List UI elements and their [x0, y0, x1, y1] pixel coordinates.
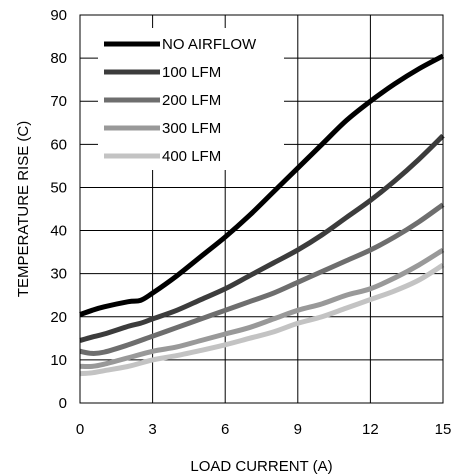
x-tick-label: 12: [362, 421, 379, 438]
x-tick-label: 9: [294, 421, 302, 438]
legend-label: 300 LFM: [162, 120, 221, 137]
y-tick-label: 80: [50, 50, 67, 67]
y-tick-label: 10: [50, 352, 67, 369]
y-axis-title: TEMPERATURE RISE (C): [15, 121, 32, 297]
x-tick-label: 6: [221, 421, 229, 438]
legend-label: 200 LFM: [162, 92, 221, 109]
x-tick-label: 3: [148, 421, 156, 438]
y-tick-label: 40: [50, 223, 67, 240]
legend-label: NO AIRFLOW: [162, 36, 257, 53]
y-tick-label: 30: [50, 266, 67, 283]
y-tick-label: 20: [50, 309, 67, 326]
legend-label: 100 LFM: [162, 64, 221, 81]
legend-label: 400 LFM: [162, 148, 221, 165]
x-tick-label: 15: [435, 421, 452, 438]
series-line-100-lfm: [79, 133, 445, 343]
series-layer: [79, 53, 445, 377]
y-tick-labels: 0 10 20 30 40 50 60 70 80 90: [50, 7, 67, 412]
plot-frame: [79, 14, 444, 404]
x-tick-label: 0: [76, 421, 84, 438]
legend: NO AIRFLOW 100 LFM 200 LFM 300 LFM 400 LFM: [98, 28, 284, 170]
y-tick-label: 0: [59, 395, 67, 412]
series-line-no-airflow: [79, 53, 445, 317]
series-line-300-lfm: [79, 247, 445, 370]
series-line-400-lfm: [79, 262, 445, 377]
y-tick-label: 70: [50, 93, 67, 110]
series-line-200-lfm: [79, 202, 445, 356]
x-axis-title: LOAD CURRENT (A): [190, 458, 332, 475]
y-tick-label: 90: [50, 7, 67, 24]
y-tick-label: 60: [50, 136, 67, 153]
x-tick-labels: 0 3 6 9 12 15: [76, 421, 452, 438]
y-tick-label: 50: [50, 179, 67, 196]
